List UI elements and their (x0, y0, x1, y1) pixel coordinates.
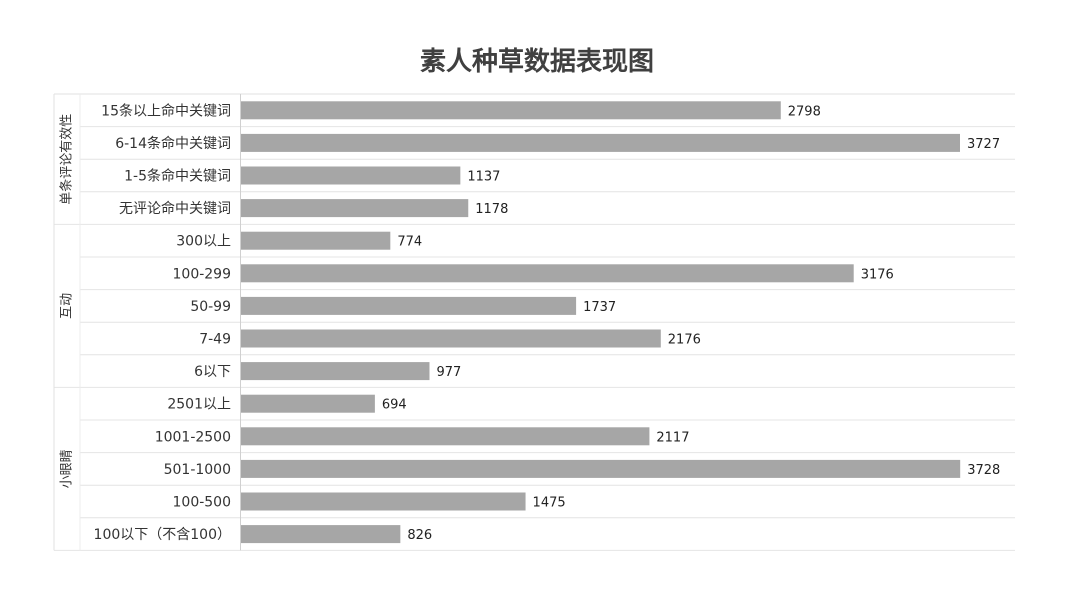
category-label: 2501以上 (167, 397, 231, 413)
value-label: 1178 (475, 202, 508, 217)
category-label: 1-5条命中关键词 (124, 168, 231, 185)
category-label: 1001-2500 (155, 429, 231, 445)
plot-area: 15条以上命中关键词 2798 6-14条命中关键词 3727 1-5条命中关键词 113… (53, 93, 1015, 551)
value-label: 3176 (861, 267, 894, 282)
category-label: 100-299 (173, 266, 232, 282)
bar (241, 525, 401, 544)
bar (241, 264, 854, 283)
bar (241, 133, 960, 152)
category-label: 6-14条命中关键词 (115, 135, 231, 152)
category-label: 501-1000 (164, 462, 231, 478)
category-label: 7-49 (199, 332, 231, 348)
value-label: 694 (382, 398, 407, 413)
value-label: 2798 (788, 104, 821, 119)
bar (241, 199, 469, 218)
bar (241, 166, 461, 185)
bar (241, 329, 661, 348)
bar (241, 459, 961, 478)
group-label: 小眼睛 (60, 449, 75, 488)
bar (241, 394, 375, 413)
value-label: 977 (436, 365, 461, 380)
bar (241, 231, 391, 250)
value-label: 3728 (967, 463, 1000, 478)
value-label: 2117 (656, 430, 689, 445)
value-label: 3727 (967, 137, 1000, 152)
value-label: 826 (407, 528, 432, 543)
category-label: 100以下（不含100） (94, 527, 231, 543)
value-label: 1137 (467, 170, 500, 185)
category-label: 15条以上命中关键词 (101, 102, 231, 119)
group-label: 互动 (60, 293, 75, 319)
category-label: 无评论命中关键词 (119, 200, 231, 217)
chart-title: 素人种草数据表现图 (420, 47, 654, 77)
value-label: 2176 (668, 333, 701, 348)
bar (241, 101, 781, 120)
bar (241, 296, 577, 315)
value-label: 774 (397, 235, 422, 250)
group-label: 单条评论有效性 (59, 114, 75, 205)
bar (241, 362, 430, 381)
value-label: 1737 (583, 300, 616, 315)
category-label: 100-500 (173, 495, 232, 511)
bar (241, 492, 526, 511)
category-label: 300以上 (176, 234, 231, 250)
bar (241, 427, 650, 446)
category-label: 50-99 (190, 299, 231, 315)
value-label: 1475 (533, 496, 566, 511)
category-label: 6以下 (194, 364, 231, 380)
